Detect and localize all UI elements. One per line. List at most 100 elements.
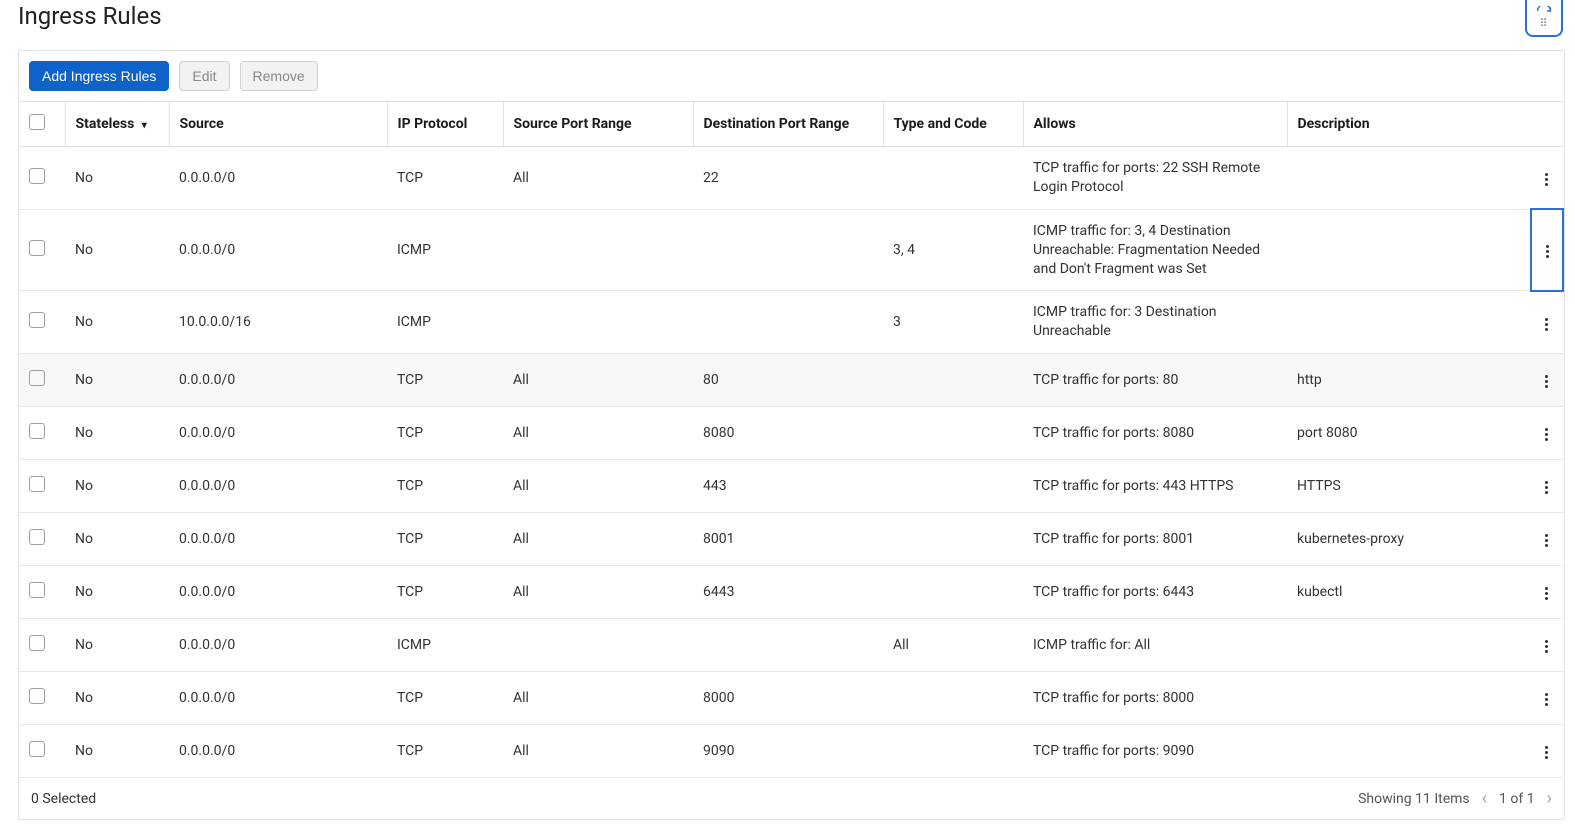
col-label: Stateless [76,116,135,132]
cell-allows: TCP traffic for ports: 80 [1023,354,1287,407]
cell-source-port: All [503,566,693,619]
prev-page-button[interactable]: ‹ [1482,788,1487,809]
col-description[interactable]: Description [1287,102,1563,147]
col-source[interactable]: Source [169,102,387,147]
cell-allows: TCP traffic for ports: 22 SSH Remote Log… [1023,147,1287,210]
cell-description: port 8080 [1287,407,1531,460]
row-checkbox[interactable] [29,688,45,704]
col-allows[interactable]: Allows [1023,102,1287,147]
table-row[interactable]: No0.0.0.0/0TCPAll80TCP traffic for ports… [19,354,1563,407]
cell-allows: TCP traffic for ports: 6443 [1023,566,1287,619]
row-checkbox[interactable] [29,370,45,386]
cell-dest-port: 8080 [693,407,883,460]
sort-caret-icon: ▾ [142,120,147,131]
col-dest-port[interactable]: Destination Port Range [693,102,883,147]
cell-source: 0.0.0.0/0 [169,725,387,778]
cell-protocol: TCP [387,725,503,778]
cell-source: 0.0.0.0/0 [169,147,387,210]
col-source-port[interactable]: Source Port Range [503,102,693,147]
cell-allows: TCP traffic for ports: 9090 [1023,725,1287,778]
cell-source-port: All [503,513,693,566]
cell-allows: ICMP traffic for: 3, 4 Destination Unrea… [1023,209,1287,291]
cell-description [1287,619,1531,672]
table-row[interactable]: No0.0.0.0/0TCPAll6443TCP traffic for por… [19,566,1563,619]
cell-source-port [503,209,693,291]
cell-protocol: TCP [387,147,503,210]
row-checkbox[interactable] [29,529,45,545]
row-actions-menu[interactable] [1541,312,1552,337]
next-page-button[interactable]: › [1547,788,1552,809]
row-actions-menu[interactable] [1542,239,1553,264]
cell-type-code [883,725,1023,778]
cell-source: 0.0.0.0/0 [169,209,387,291]
edit-button: Edit [179,61,229,91]
row-checkbox[interactable] [29,582,45,598]
table-row[interactable]: No0.0.0.0/0TCPAll22TCP traffic for ports… [19,147,1563,210]
cell-source-port [503,291,693,354]
row-checkbox[interactable] [29,741,45,757]
cell-type-code [883,672,1023,725]
rules-table: Stateless ▾ Source IP Protocol Source Po… [19,101,1564,778]
cell-type-code [883,407,1023,460]
row-checkbox[interactable] [29,476,45,492]
cell-allows: TCP traffic for ports: 8001 [1023,513,1287,566]
cell-dest-port: 8000 [693,672,883,725]
row-checkbox[interactable] [29,240,45,256]
table-row[interactable]: No0.0.0.0/0TCPAll9090TCP traffic for por… [19,725,1563,778]
row-actions-menu[interactable] [1541,369,1552,394]
cell-dest-port [693,619,883,672]
help-chip[interactable]: ⠿ [1525,0,1563,37]
showing-text: Showing 11 Items [1358,791,1470,807]
row-checkbox[interactable] [29,312,45,328]
cell-type-code: 3, 4 [883,209,1023,291]
cell-description [1287,209,1531,291]
cell-description: HTTPS [1287,460,1531,513]
cell-type-code [883,460,1023,513]
table-row[interactable]: No0.0.0.0/0ICMP3, 4ICMP traffic for: 3, … [19,209,1563,291]
row-actions-menu[interactable] [1541,528,1552,553]
cell-description: http [1287,354,1531,407]
row-actions-menu[interactable] [1541,422,1552,447]
cell-stateless: No [65,407,169,460]
cell-protocol: TCP [387,407,503,460]
table-row[interactable]: No0.0.0.0/0TCPAll443TCP traffic for port… [19,460,1563,513]
cell-dest-port: 8001 [693,513,883,566]
cell-stateless: No [65,209,169,291]
cell-source: 0.0.0.0/0 [169,619,387,672]
row-checkbox[interactable] [29,168,45,184]
remove-button: Remove [240,61,318,91]
cell-stateless: No [65,725,169,778]
cell-source-port: All [503,725,693,778]
row-checkbox[interactable] [29,635,45,651]
row-actions-menu[interactable] [1541,475,1552,500]
row-actions-menu[interactable] [1541,634,1552,659]
table-row[interactable]: No0.0.0.0/0ICMPAllICMP traffic for: All [19,619,1563,672]
cell-source-port: All [503,672,693,725]
table-row[interactable]: No0.0.0.0/0TCPAll8001TCP traffic for por… [19,513,1563,566]
col-type-code[interactable]: Type and Code [883,102,1023,147]
table-row[interactable]: No10.0.0.0/16ICMP3ICMP traffic for: 3 De… [19,291,1563,354]
table-row[interactable]: No0.0.0.0/0TCPAll8080TCP traffic for por… [19,407,1563,460]
cell-source: 0.0.0.0/0 [169,672,387,725]
cell-source-port: All [503,460,693,513]
cell-description [1287,147,1531,210]
row-actions-menu[interactable] [1541,740,1552,765]
add-ingress-rules-button[interactable]: Add Ingress Rules [29,61,169,91]
row-actions-menu[interactable] [1541,167,1552,192]
row-checkbox[interactable] [29,423,45,439]
col-ip-protocol[interactable]: IP Protocol [387,102,503,147]
cell-source-port: All [503,147,693,210]
rules-panel: Add Ingress Rules Edit Remove Stateless … [18,50,1565,820]
cell-description [1287,291,1531,354]
select-all-checkbox[interactable] [29,114,45,130]
cell-stateless: No [65,619,169,672]
cell-protocol: TCP [387,672,503,725]
table-row[interactable]: No0.0.0.0/0TCPAll8000TCP traffic for por… [19,672,1563,725]
row-actions-menu[interactable] [1541,581,1552,606]
row-actions-menu[interactable] [1541,687,1552,712]
cell-type-code: All [883,619,1023,672]
cell-dest-port [693,209,883,291]
col-stateless[interactable]: Stateless ▾ [65,102,169,147]
page-title: Ingress Rules [18,2,162,30]
cell-protocol: TCP [387,566,503,619]
